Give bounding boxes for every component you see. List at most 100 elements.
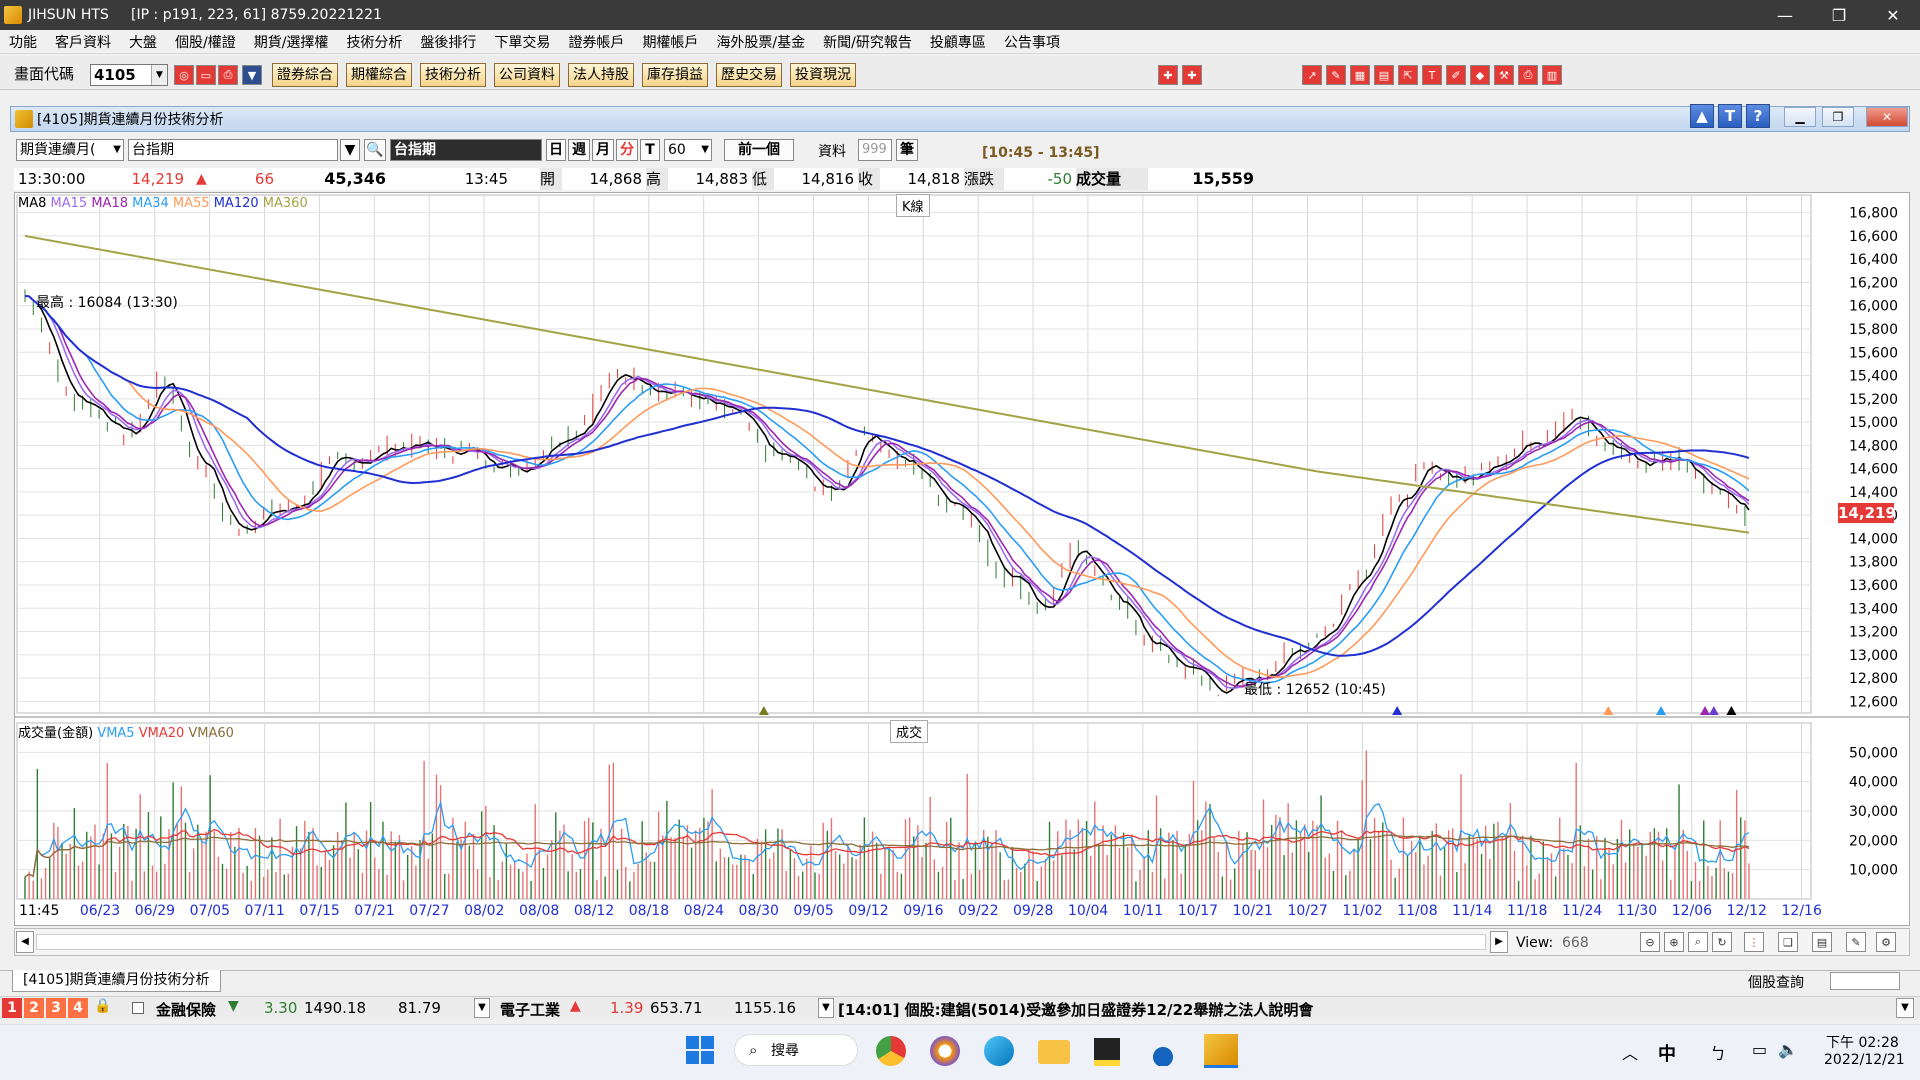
period-tick-button[interactable]: T (640, 139, 660, 161)
unit-button[interactable]: 筆 (896, 139, 918, 161)
taskbar-search[interactable]: ⌕ 搜尋 (734, 1034, 858, 1066)
edge-icon[interactable] (984, 1036, 1014, 1066)
period-day-button[interactable]: 日 (546, 139, 566, 161)
quick-button-history[interactable]: 歷史交易 (716, 63, 782, 87)
table-icon[interactable]: ▤ (1812, 932, 1832, 952)
zoom-in-icon[interactable]: ⊕ (1664, 932, 1684, 952)
period-minute-button[interactable]: 分 (616, 139, 638, 161)
magnify-icon[interactable]: ⌕ (1688, 932, 1708, 952)
panel-text-icon[interactable]: T (1718, 104, 1742, 128)
chevron-down-icon[interactable]: ▼ (113, 144, 121, 155)
menu-item[interactable]: 技術分析 (346, 34, 403, 51)
ticker-news[interactable]: [14:01] 個股:建錩(5014)受邀參加日盛證券12/22舉辦之法人說明會 (838, 1001, 1314, 1019)
refresh-icon[interactable]: ↻ (1712, 932, 1732, 952)
windows-start-icon[interactable] (686, 1036, 714, 1064)
ticker-page-1[interactable]: 1 (2, 998, 22, 1018)
maximize-button[interactable]: ❐ (1831, 5, 1847, 25)
chevron-up-icon[interactable]: ︿ (1622, 1044, 1639, 1063)
scroll-right-button[interactable]: ▶ (1490, 931, 1508, 953)
draw-tools-icon[interactable]: ⚒ (1494, 65, 1514, 85)
interval-select[interactable]: 60 ▼ (664, 139, 712, 161)
zoom-out-icon[interactable]: ⊖ (1640, 932, 1660, 952)
chrome-icon[interactable] (876, 1036, 906, 1066)
menu-item[interactable]: 期權帳戶 (642, 34, 699, 51)
contract-select[interactable]: 期貨連續月( ▼ (16, 139, 124, 161)
ime-mode-icon[interactable]: ㄅ (1710, 1044, 1727, 1063)
folder-icon[interactable]: ▭ (196, 65, 216, 85)
quick-button-securities[interactable]: 證券綜合 (272, 63, 338, 87)
chart-scrollbar-track[interactable] (36, 934, 1486, 950)
browser-icon[interactable] (930, 1036, 960, 1066)
volume-icon[interactable]: 🔈 (1778, 1040, 1798, 1059)
panel-up-icon[interactable]: ▲ (1690, 104, 1714, 128)
lock-icon[interactable]: 🔒 (94, 998, 112, 1014)
flask-app-icon[interactable] (1150, 1036, 1176, 1066)
ime-indicator[interactable]: 中 (1658, 1044, 1676, 1065)
zoom-search-icon[interactable]: ◎ (174, 65, 194, 85)
menu-item[interactable]: 期貨/選擇權 (253, 34, 329, 51)
print-icon[interactable]: ⎙ (218, 65, 238, 85)
prev-button[interactable]: 前一個 (724, 139, 794, 161)
notes-app-icon[interactable] (1094, 1038, 1120, 1066)
copy-icon[interactable]: ❏ (1778, 932, 1798, 952)
chevron-down-icon[interactable]: ▼ (151, 65, 167, 85)
draw-edit-icon[interactable]: ✐ (1446, 65, 1466, 85)
ticker-page-4[interactable]: 4 (68, 998, 88, 1018)
symbol-dropdown-icon[interactable]: ▼ (340, 139, 360, 161)
symbol-input[interactable]: 台指期 (128, 139, 338, 161)
settings-gear-icon[interactable]: ⚙ (1876, 932, 1896, 952)
quick-button-inventory-pnl[interactable]: 庫存損益 (642, 63, 708, 87)
draw-rect-icon[interactable]: ▤ (1374, 65, 1394, 85)
period-month-button[interactable]: 月 (592, 139, 614, 161)
draw-channel-icon[interactable]: ⇱ (1398, 65, 1418, 85)
panel-minimize-button[interactable]: ▁ (1784, 107, 1816, 127)
pencil-icon[interactable]: ✎ (1846, 932, 1866, 952)
menu-item[interactable]: 投顧專區 (929, 34, 986, 51)
ticker-page-2[interactable]: 2 (24, 998, 44, 1018)
alert-icon[interactable]: ✚ (1158, 65, 1178, 85)
draw-shape-icon[interactable]: ◆ (1470, 65, 1490, 85)
alert-plus-icon[interactable]: ✚ (1182, 65, 1202, 85)
printer-icon[interactable]: ⎙ (1518, 65, 1538, 85)
screen-code-input[interactable]: 4105 ▼ (90, 64, 168, 86)
menu-item[interactable]: 海外股票/基金 (716, 34, 806, 51)
quick-button-technical[interactable]: 技術分析 (420, 63, 486, 87)
menu-item[interactable]: 大盤 (129, 34, 157, 51)
ticker-checkbox[interactable] (132, 1002, 144, 1014)
symbol-search-icon[interactable]: 🔍 (364, 139, 386, 161)
quick-button-options[interactable]: 期權綜合 (346, 63, 412, 87)
indicator-icon[interactable]: ⋮ (1744, 932, 1764, 952)
chevron-down-icon[interactable]: ▼ (701, 144, 709, 155)
chevron-down-icon[interactable]: ▼ (474, 998, 490, 1018)
ticker-page-3[interactable]: 3 (46, 998, 66, 1018)
tab-technical-analysis[interactable]: [4105]期貨連續月份技術分析 (12, 970, 221, 992)
quick-button-investment[interactable]: 投資現況 (790, 63, 856, 87)
chevron-down-icon[interactable]: ▼ (818, 998, 834, 1018)
menu-item[interactable]: 下單交易 (494, 34, 551, 51)
menu-item[interactable]: 客戶資料 (55, 34, 111, 51)
chevron-down-icon[interactable]: ▼ (1896, 998, 1914, 1018)
data-count-input[interactable]: 999 (858, 139, 892, 161)
minimize-button[interactable]: — (1777, 5, 1793, 25)
file-explorer-icon[interactable] (1038, 1040, 1070, 1064)
menu-item[interactable]: 功能 (9, 34, 37, 51)
panel-close-button[interactable]: ✕ (1866, 107, 1908, 127)
menu-item[interactable]: 個股/權證 (175, 34, 236, 51)
draw-box-icon[interactable]: ▦ (1350, 65, 1370, 85)
quick-button-company[interactable]: 公司資料 (494, 63, 560, 87)
chart-svg[interactable]: 11:45 06/23 06/29 07/05 07/11 07/15 07/21 07/27… (15, 193, 1909, 925)
chart-area[interactable]: 11:45 06/23 06/29 07/05 07/11 07/15 07/21 07/27… (14, 192, 1910, 926)
layout-icon[interactable]: ▥ (1542, 65, 1562, 85)
draw-pen-icon[interactable]: ✎ (1326, 65, 1346, 85)
quick-button-institutional[interactable]: 法人持股 (568, 63, 634, 87)
menu-item[interactable]: 證券帳戶 (568, 34, 625, 51)
scroll-left-button[interactable]: ◀ (16, 931, 34, 953)
menu-item[interactable]: 新聞/研究報告 (823, 34, 912, 51)
draw-trend-icon[interactable]: ↗ (1302, 65, 1322, 85)
stock-query-input[interactable] (1830, 972, 1900, 990)
jihsun-hts-taskbar-icon[interactable] (1204, 1034, 1238, 1068)
network-icon[interactable]: ▭ (1752, 1040, 1768, 1059)
menu-item[interactable]: 公告事項 (1003, 34, 1060, 51)
dropdown-icon[interactable]: ▼ (242, 65, 262, 85)
panel-help-icon[interactable]: ? (1746, 104, 1770, 128)
